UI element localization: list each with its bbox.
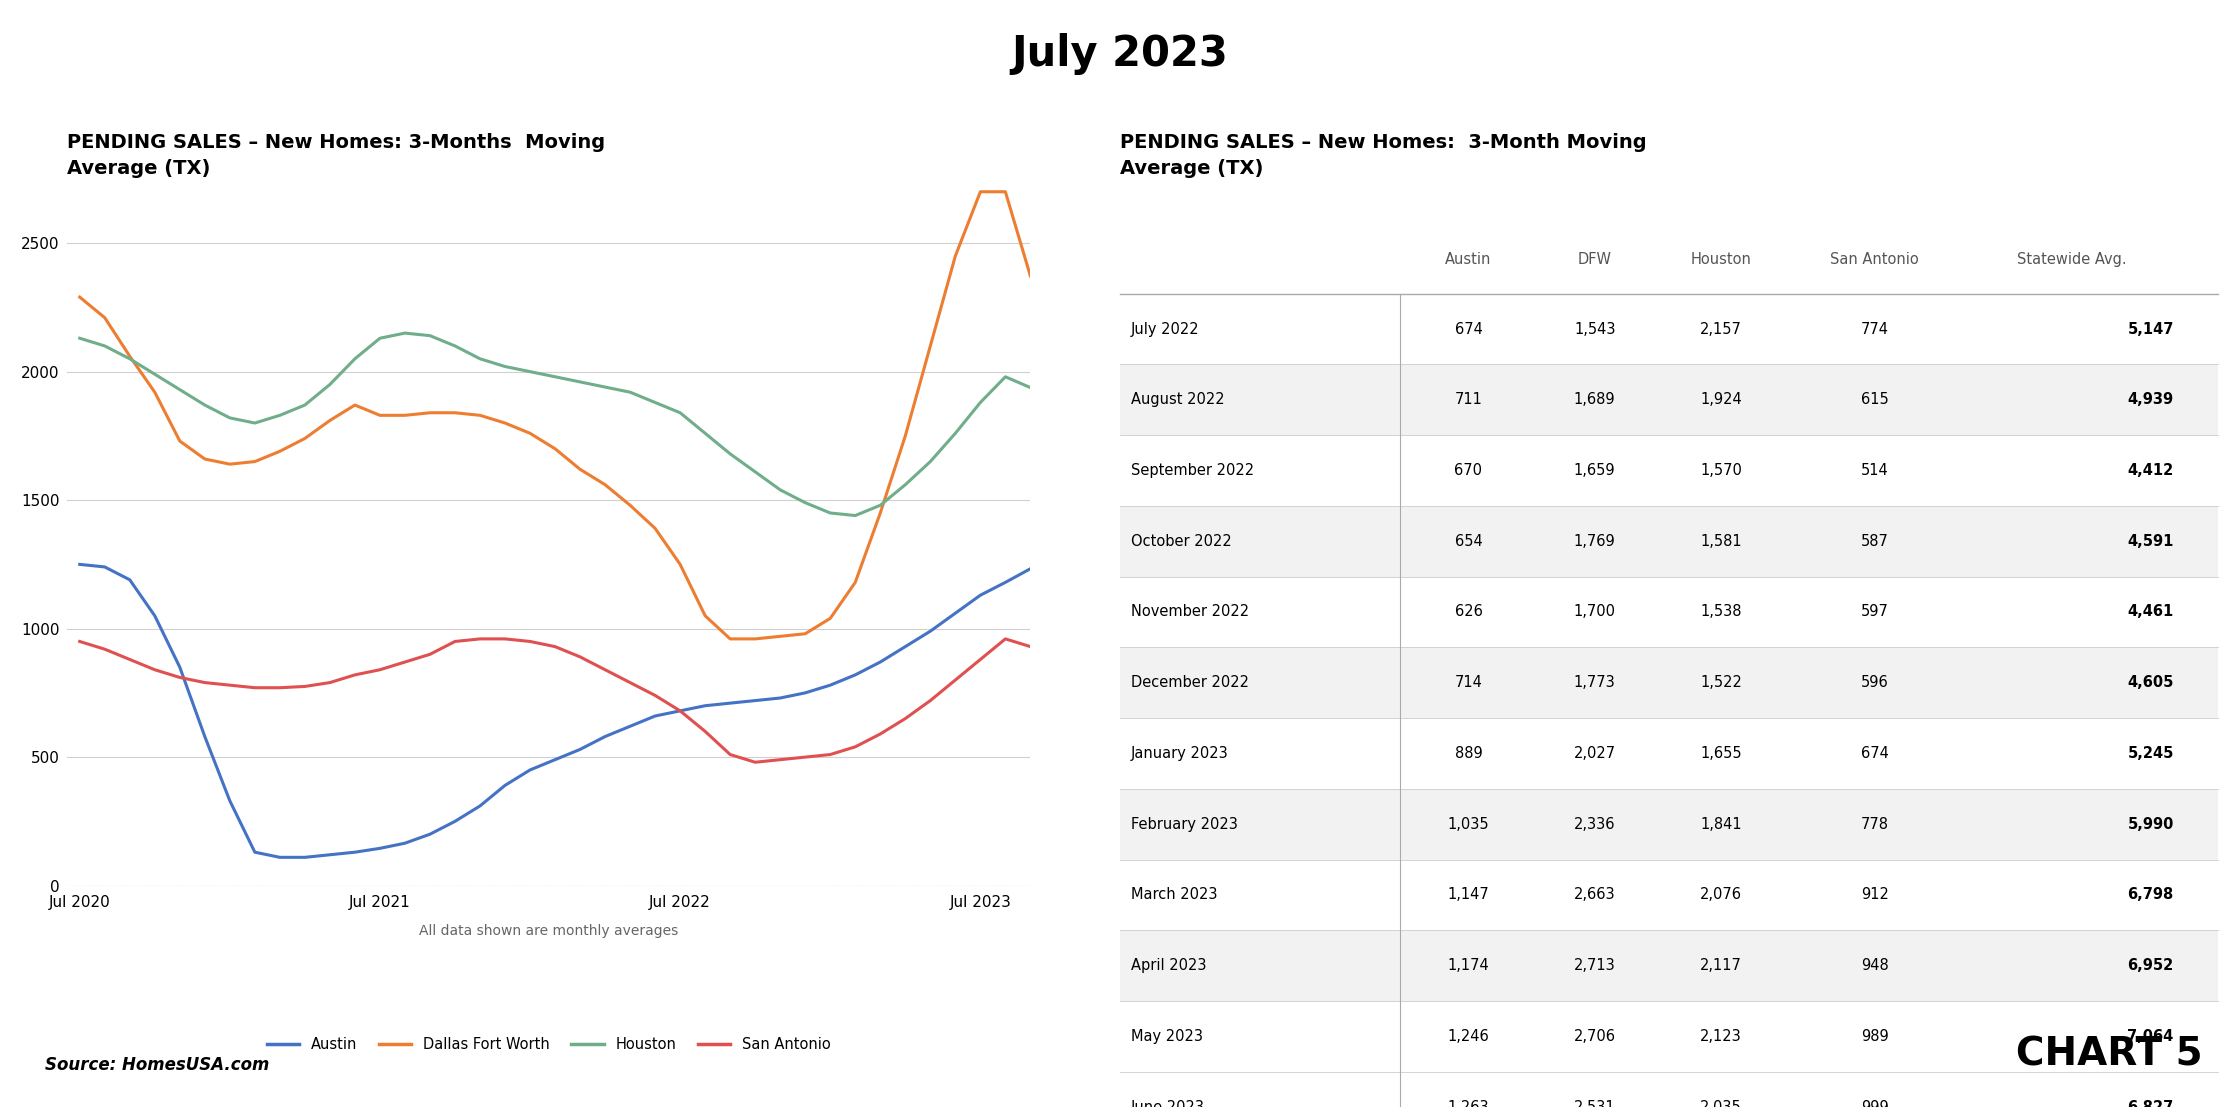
Text: CHART 5: CHART 5 <box>2016 1036 2202 1074</box>
Text: 1,538: 1,538 <box>1700 604 1743 620</box>
Text: PENDING SALES – New Homes:  3-Month Moving
Average (TX): PENDING SALES – New Homes: 3-Month Movin… <box>1120 133 1646 178</box>
Text: 948: 948 <box>1861 959 1888 973</box>
Text: 654: 654 <box>1454 534 1483 549</box>
Text: 514: 514 <box>1861 463 1888 478</box>
Text: 912: 912 <box>1861 888 1888 902</box>
Text: December 2022: December 2022 <box>1131 675 1250 691</box>
Text: 5,245: 5,245 <box>2128 746 2173 761</box>
Text: PENDING SALES – New Homes: 3-Months  Moving
Average (TX): PENDING SALES – New Homes: 3-Months Movi… <box>67 133 605 178</box>
Text: DFW: DFW <box>1577 251 1613 267</box>
FancyBboxPatch shape <box>1120 648 2218 718</box>
Text: April 2023: April 2023 <box>1131 959 1207 973</box>
Text: 2,531: 2,531 <box>1575 1099 1615 1107</box>
Text: 1,924: 1,924 <box>1700 392 1743 407</box>
Text: 587: 587 <box>1861 534 1888 549</box>
FancyBboxPatch shape <box>1120 789 2218 860</box>
FancyBboxPatch shape <box>1120 860 2218 930</box>
Text: All data shown are monthly averages: All data shown are monthly averages <box>419 924 679 939</box>
Text: 615: 615 <box>1861 392 1888 407</box>
Text: 2,663: 2,663 <box>1575 888 1615 902</box>
Text: 4,605: 4,605 <box>2128 675 2173 691</box>
Text: 2,157: 2,157 <box>1700 321 1743 337</box>
Text: 4,461: 4,461 <box>2128 604 2173 620</box>
Text: 999: 999 <box>1861 1099 1888 1107</box>
FancyBboxPatch shape <box>1120 930 2218 1001</box>
Text: June 2023: June 2023 <box>1131 1099 1205 1107</box>
Text: 1,570: 1,570 <box>1700 463 1743 478</box>
Text: January 2023: January 2023 <box>1131 746 1230 761</box>
FancyBboxPatch shape <box>1120 577 2218 648</box>
FancyBboxPatch shape <box>1120 364 2218 435</box>
Text: 4,591: 4,591 <box>2128 534 2173 549</box>
Text: 1,700: 1,700 <box>1575 604 1615 620</box>
Text: 5,147: 5,147 <box>2128 321 2173 337</box>
Text: 1,035: 1,035 <box>1447 817 1490 831</box>
Text: 5,990: 5,990 <box>2128 817 2173 831</box>
Text: 1,689: 1,689 <box>1575 392 1615 407</box>
Text: Source: HomesUSA.com: Source: HomesUSA.com <box>45 1056 269 1074</box>
Text: July 2023: July 2023 <box>1012 33 1228 75</box>
Text: 2,076: 2,076 <box>1700 888 1743 902</box>
Text: 6,952: 6,952 <box>2128 959 2173 973</box>
Text: 2,123: 2,123 <box>1700 1030 1743 1044</box>
Text: 2,027: 2,027 <box>1575 746 1615 761</box>
Text: 1,655: 1,655 <box>1700 746 1743 761</box>
Text: 778: 778 <box>1861 817 1888 831</box>
Text: 2,713: 2,713 <box>1575 959 1615 973</box>
Text: 1,581: 1,581 <box>1700 534 1743 549</box>
Text: 1,174: 1,174 <box>1447 959 1490 973</box>
Text: May 2023: May 2023 <box>1131 1030 1203 1044</box>
Text: 1,147: 1,147 <box>1447 888 1490 902</box>
Text: March 2023: March 2023 <box>1131 888 1219 902</box>
FancyBboxPatch shape <box>1120 435 2218 506</box>
Text: 1,659: 1,659 <box>1575 463 1615 478</box>
Text: 889: 889 <box>1454 746 1483 761</box>
Text: 774: 774 <box>1861 321 1888 337</box>
Text: 674: 674 <box>1454 321 1483 337</box>
Text: 596: 596 <box>1861 675 1888 691</box>
Text: 626: 626 <box>1454 604 1483 620</box>
Text: August 2022: August 2022 <box>1131 392 1225 407</box>
Text: 2,035: 2,035 <box>1700 1099 1743 1107</box>
Text: 4,939: 4,939 <box>2128 392 2173 407</box>
Text: 1,246: 1,246 <box>1447 1030 1490 1044</box>
Text: February 2023: February 2023 <box>1131 817 1239 831</box>
Text: 714: 714 <box>1454 675 1483 691</box>
Text: Houston: Houston <box>1691 251 1752 267</box>
Text: 1,841: 1,841 <box>1700 817 1743 831</box>
Text: 6,798: 6,798 <box>2128 888 2173 902</box>
Text: 2,336: 2,336 <box>1575 817 1615 831</box>
FancyBboxPatch shape <box>1120 1072 2218 1107</box>
FancyBboxPatch shape <box>1120 718 2218 789</box>
FancyBboxPatch shape <box>1120 293 2218 364</box>
Text: 2,706: 2,706 <box>1575 1030 1615 1044</box>
Text: 989: 989 <box>1861 1030 1888 1044</box>
Text: 1,263: 1,263 <box>1447 1099 1490 1107</box>
Text: October 2022: October 2022 <box>1131 534 1232 549</box>
Legend: Austin, Dallas Fort Worth, Houston, San Antonio: Austin, Dallas Fort Worth, Houston, San … <box>262 1032 836 1058</box>
Text: San Antonio: San Antonio <box>1830 251 1920 267</box>
Text: 670: 670 <box>1454 463 1483 478</box>
Text: 7,064: 7,064 <box>2128 1030 2173 1044</box>
Text: 674: 674 <box>1861 746 1888 761</box>
FancyBboxPatch shape <box>1120 506 2218 577</box>
Text: 1,543: 1,543 <box>1575 321 1615 337</box>
Text: Austin: Austin <box>1445 251 1492 267</box>
Text: 4,412: 4,412 <box>2128 463 2173 478</box>
FancyBboxPatch shape <box>1120 1001 2218 1072</box>
Text: 6,827: 6,827 <box>2128 1099 2173 1107</box>
Text: 597: 597 <box>1861 604 1888 620</box>
Text: 1,773: 1,773 <box>1575 675 1615 691</box>
Text: 2,117: 2,117 <box>1700 959 1743 973</box>
Text: September 2022: September 2022 <box>1131 463 1254 478</box>
Text: November 2022: November 2022 <box>1131 604 1250 620</box>
Text: 711: 711 <box>1454 392 1483 407</box>
Text: July 2022: July 2022 <box>1131 321 1201 337</box>
Text: Statewide Avg.: Statewide Avg. <box>2018 251 2128 267</box>
Text: 1,522: 1,522 <box>1700 675 1743 691</box>
Text: 1,769: 1,769 <box>1575 534 1615 549</box>
